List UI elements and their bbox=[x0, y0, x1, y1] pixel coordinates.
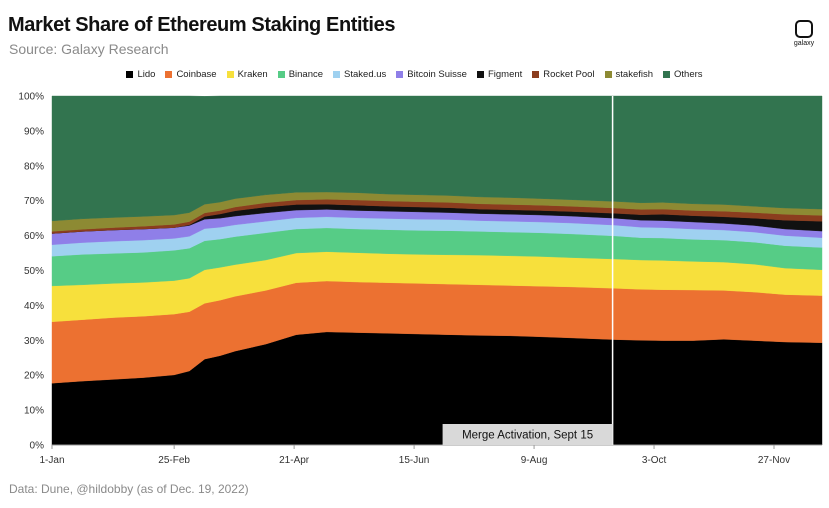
legend-label: Figment bbox=[487, 69, 523, 80]
y-tick-label: 100% bbox=[18, 92, 44, 103]
legend-item: Kraken bbox=[226, 69, 268, 80]
legend-label: Bitcoin Suisse bbox=[407, 69, 467, 80]
legend-swatch bbox=[663, 71, 671, 78]
legend-swatch bbox=[126, 71, 134, 78]
legend-swatch bbox=[532, 71, 540, 78]
legend-item: Staked.us bbox=[333, 69, 386, 80]
legend-label: stakefish bbox=[615, 69, 654, 80]
legend-swatch bbox=[165, 71, 173, 78]
logo-text: galaxy bbox=[793, 40, 815, 47]
legend-label: Staked.us bbox=[344, 69, 387, 80]
y-tick-label: 90% bbox=[24, 126, 44, 137]
galaxy-logo: galaxy bbox=[791, 20, 817, 47]
x-tick-label: 27-Nov bbox=[758, 455, 790, 466]
legend-label: Coinbase bbox=[176, 69, 217, 80]
legend-swatch bbox=[476, 71, 484, 78]
legend-item: Lido bbox=[126, 69, 155, 80]
legend-item: Rocket Pool bbox=[532, 69, 595, 80]
legend-swatch bbox=[226, 71, 234, 78]
x-tick-label: 15-Jun bbox=[399, 455, 430, 466]
x-tick-label: 21-Apr bbox=[279, 455, 310, 466]
legend-label: Binance bbox=[288, 69, 324, 80]
x-tick-label: 3-Oct bbox=[642, 455, 667, 466]
x-tick-label: 1-Jan bbox=[39, 455, 64, 466]
y-tick-label: 70% bbox=[24, 196, 44, 207]
legend-swatch bbox=[333, 71, 341, 78]
chart-subtitle: Source: Galaxy Research bbox=[9, 41, 169, 57]
chart-legend: Lido Coinbase Kraken Binance Staked.us Bitcoi… bbox=[0, 69, 829, 80]
y-tick-label: 10% bbox=[24, 406, 44, 417]
y-tick-label: 50% bbox=[24, 266, 44, 277]
legend-item: stakefish bbox=[604, 69, 654, 80]
legend-swatch bbox=[604, 71, 612, 78]
x-tick-label: 25-Feb bbox=[158, 455, 190, 466]
legend-item: Figment bbox=[476, 69, 523, 80]
series-area-others bbox=[51, 95, 823, 222]
y-tick-label: 80% bbox=[24, 161, 44, 172]
y-tick-label: 20% bbox=[24, 371, 44, 382]
legend-item: Bitcoin Suisse bbox=[396, 69, 467, 80]
legend-item: Coinbase bbox=[165, 69, 217, 80]
legend-label: Rocket Pool bbox=[543, 69, 595, 80]
y-tick-label: 0% bbox=[30, 441, 45, 452]
legend-label: Others bbox=[674, 69, 703, 80]
y-tick-label: 40% bbox=[24, 301, 44, 312]
y-tick-label: 60% bbox=[24, 231, 44, 242]
data-source-footer: Data: Dune, @hildobby (as of Dec. 19, 20… bbox=[9, 482, 249, 496]
legend-item: Others bbox=[663, 69, 703, 80]
legend-label: Lido bbox=[137, 69, 156, 80]
x-tick-label: 9-Aug bbox=[521, 455, 548, 466]
legend-label: Kraken bbox=[237, 69, 268, 80]
legend-swatch bbox=[277, 71, 285, 78]
annotation-box bbox=[442, 424, 613, 445]
merge-annotation-label: Merge Activation, Sept 15 bbox=[462, 430, 593, 442]
galaxy-logo-icon bbox=[795, 20, 813, 38]
y-tick-label: 30% bbox=[24, 336, 44, 347]
legend-item: Binance bbox=[277, 69, 324, 80]
chart-title: Market Share of Ethereum Staking Entitie… bbox=[8, 14, 396, 36]
legend-swatch bbox=[396, 71, 404, 78]
